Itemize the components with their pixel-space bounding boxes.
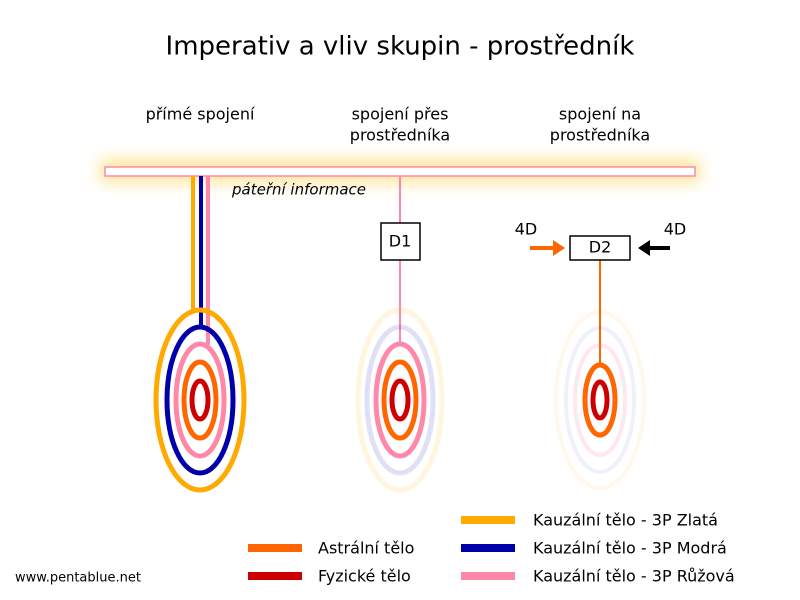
title: Imperativ a vliv skupin - prostředník — [166, 32, 635, 62]
to-mediator-group — [554, 260, 646, 490]
arrow — [638, 240, 670, 256]
column-label: spojení na — [559, 105, 641, 124]
legend-swatch — [461, 572, 515, 580]
direct-group — [153, 176, 247, 493]
input-label: 4D — [515, 220, 538, 239]
column-label: prostředníka — [550, 126, 650, 145]
legend-label: Fyzické tělo — [318, 567, 411, 586]
mediator-group — [355, 176, 445, 493]
legend-swatch — [248, 572, 302, 580]
box-label: D1 — [389, 232, 412, 251]
legend-swatch — [461, 544, 515, 552]
legend-label: Astrální tělo — [318, 539, 414, 558]
legend-label: Kauzální tělo - 3P Modrá — [533, 539, 727, 558]
column-label: spojení přes — [352, 105, 449, 124]
footer-url: www.pentablue.net — [15, 571, 141, 586]
box-label: D2 — [589, 238, 612, 257]
column-label: prostředníka — [350, 126, 450, 145]
box — [380, 222, 421, 261]
column-label: přímé spojení — [146, 105, 255, 124]
legend-swatch — [461, 516, 515, 524]
arrow — [530, 240, 565, 256]
input-label: 4D — [664, 220, 687, 239]
legend-label: Kauzální tělo - 3P Zlatá — [533, 511, 718, 530]
backbone — [104, 166, 696, 177]
legend-label: Kauzální tělo - 3P Růžová — [533, 567, 735, 586]
box — [569, 235, 631, 261]
legend: Astrální tělo Fyzické tělo Kauzální tělo… — [248, 511, 735, 586]
legend-swatch — [248, 544, 302, 552]
backbone-label: páteřní informace — [231, 181, 366, 199]
